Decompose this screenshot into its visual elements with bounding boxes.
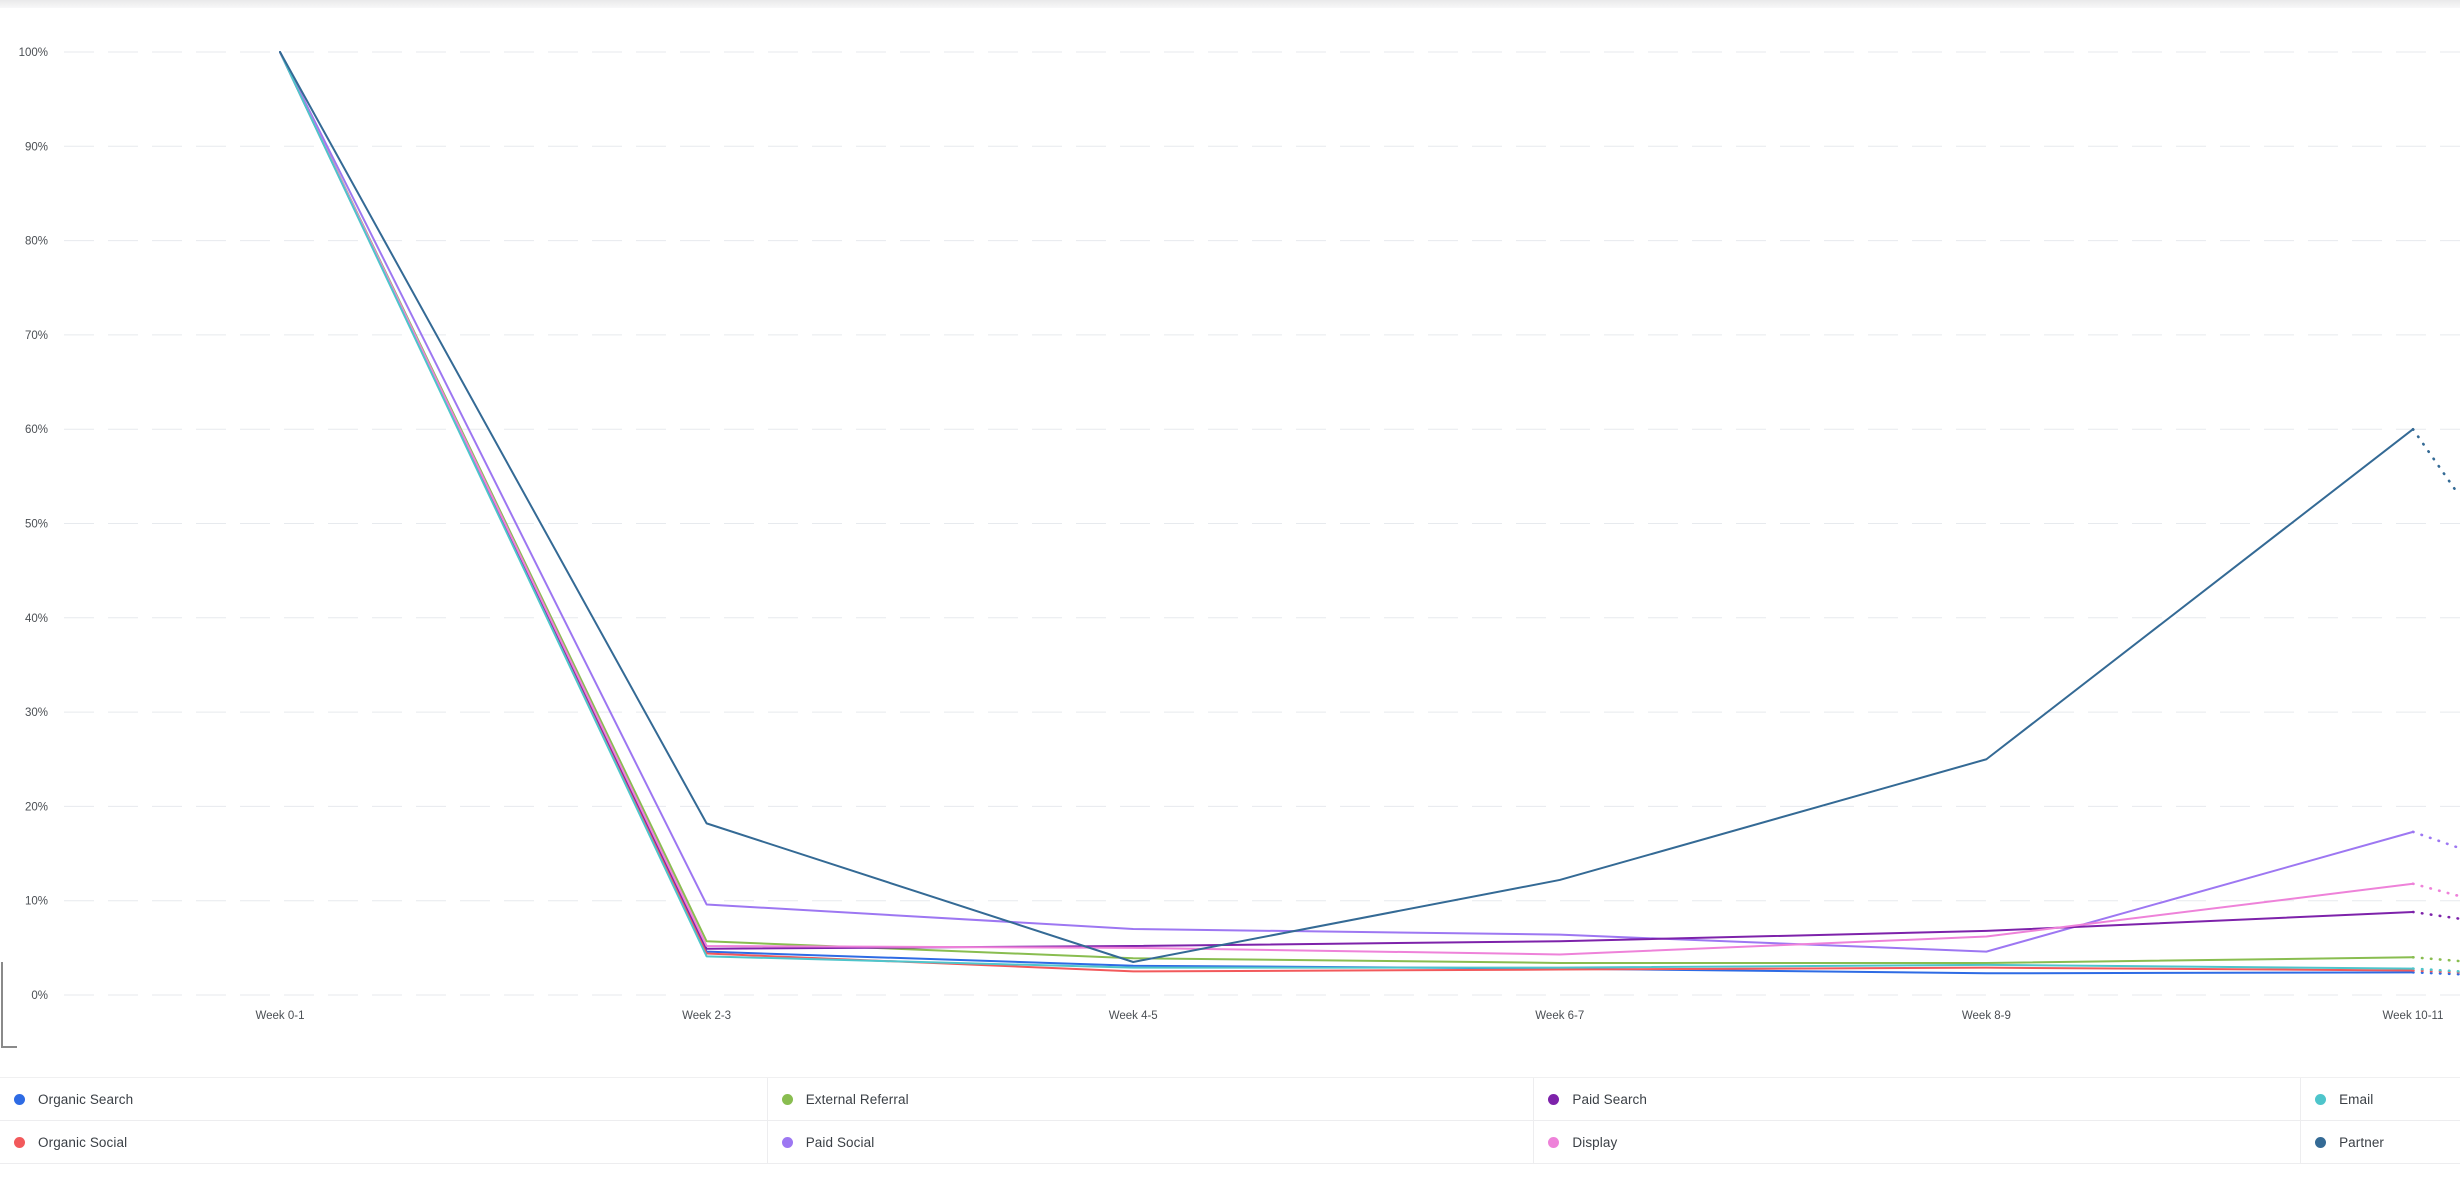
series-projection-paid-search [2411,910,2460,920]
legend-dot-organic-social [14,1136,25,1148]
x-tick-label: Week 10-11 [2383,1010,2444,1022]
y-tick-label: 40% [25,613,48,625]
series-projection-paid-social [2411,830,2460,850]
legend-item-organic-social[interactable]: Organic Social [0,1121,767,1164]
chart-legend: Organic Search Organic Social External Ref… [0,1077,2460,1184]
x-tick-label: Week 0-1 [255,1010,304,1022]
series-projection-organic-search [2411,971,2460,976]
top-panel-edge [0,0,2460,8]
x-tick-label: Week 4-5 [1109,1010,1158,1022]
legend-item-email[interactable]: Email [2300,1078,2460,1121]
y-tick-label: 60% [25,424,48,436]
y-tick-label: 30% [25,707,48,719]
series-projection-display [2411,882,2460,898]
legend-label: External Referral [805,1091,909,1107]
series-line-organic-search [279,51,2414,975]
series-line-partner [279,51,2414,963]
x-tick-label: Week 8-9 [1962,1010,2011,1022]
series-line-paid-search [279,51,2414,950]
y-tick-label: 90% [25,141,48,153]
legend-dot-display [1548,1136,1560,1148]
series-line-paid-social [279,51,2414,953]
legend-label: Organic Search [38,1091,134,1107]
legend-label: Display [1572,1134,1618,1150]
legend-dot-paid-search [1548,1093,1560,1105]
retention-chart-svg: 0% 10% 20% 30% 40% 50% 60% 70% 80% 90% 100% Week 0-… [19,47,2460,1022]
legend-label: Paid Social [805,1134,875,1150]
legend-item-organic-search[interactable]: Organic Search [0,1078,767,1121]
legend-label: Organic Social [38,1134,128,1150]
x-tick-label: Week 6-7 [1535,1010,1584,1022]
legend-label: Email [2339,1091,2374,1107]
y-tick-label: 80% [25,236,48,248]
y-tick-label: 0% [31,990,48,1002]
y-tick-label: 100% [19,47,48,59]
legend-dot-partner [2315,1136,2327,1148]
series-line-display [279,51,2414,956]
y-tick-label: 20% [25,801,48,813]
legend-item-paid-search[interactable]: Paid Search [1533,1078,2301,1121]
legend-item-display[interactable]: Display [1533,1121,2301,1164]
y-tick-label: 10% [25,896,48,908]
legend-label: Partner [2339,1134,2385,1150]
legend-dot-external-referral [781,1093,793,1105]
legend-label: Paid Search [1572,1091,1648,1107]
y-tick-label: 50% [25,519,48,531]
retention-chart: 0% 10% 20% 30% 40% 50% 60% 70% 80% 90% 100% Week 0-… [19,47,2460,1022]
series-line-organic-social [279,51,2414,973]
legend-dot-email [2315,1093,2327,1105]
axis-corner-fragment [1,962,17,1048]
series-projection-external-referral [2411,955,2460,963]
legend-dot-organic-search [14,1093,25,1105]
series-line-email [279,51,2414,970]
legend-item-paid-social[interactable]: Paid Social [766,1121,1534,1164]
series-line-external-referral [279,51,2414,964]
series-projection-partner [2411,427,2460,497]
legend-dot-paid-social [781,1136,793,1148]
y-tick-label: 70% [25,330,48,342]
legend-item-external-referral[interactable]: External Referral [766,1078,1534,1121]
series-projection-organic-social [2411,969,2460,974]
series-projection-email [2411,967,2460,973]
legend-item-partner[interactable]: Partner [2300,1121,2460,1164]
x-tick-label: Week 2-3 [682,1010,731,1022]
